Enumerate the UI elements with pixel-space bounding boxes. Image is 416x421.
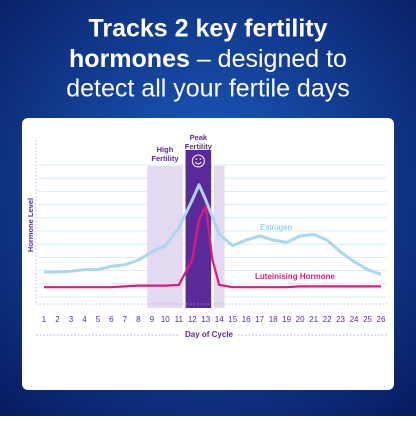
x-tick-label: 6 <box>109 315 114 324</box>
x-tick-label: 17 <box>255 315 264 324</box>
title-rest: – designed to <box>190 45 347 73</box>
x-tick-label: 10 <box>161 315 170 324</box>
phase-label: Peak <box>190 133 208 142</box>
x-tick-label: 23 <box>336 315 345 324</box>
x-tick-label: 14 <box>215 315 224 324</box>
x-tick-label: 18 <box>269 315 278 324</box>
phase-label: Fertility <box>185 142 213 151</box>
x-tick-label: 19 <box>282 315 291 324</box>
phase-label: Fertility <box>151 154 179 163</box>
x-tick-label: 21 <box>309 315 318 324</box>
title-bold: hormones <box>69 45 190 73</box>
x-tick-label: 5 <box>96 315 101 324</box>
phase-label: High <box>157 145 174 154</box>
x-tick-label: 20 <box>296 315 305 324</box>
phase-band <box>185 150 212 170</box>
smiley-icon <box>191 154 205 168</box>
title-line: Tracks 2 key fertility <box>88 15 327 43</box>
x-tick-label: 9 <box>150 315 155 324</box>
x-tick-label: 2 <box>55 315 60 324</box>
y-axis-title: Hormone Level <box>26 198 35 252</box>
x-tick-label: 26 <box>377 315 386 324</box>
legend-label: Estrogen <box>260 223 292 232</box>
legend-label: Luteinising Hormone <box>255 272 336 281</box>
title-line: detect all your fertile days <box>66 75 349 103</box>
x-tick-label: 13 <box>201 315 210 324</box>
smiley-icon <box>195 158 198 160</box>
x-tick-label: 11 <box>175 315 184 324</box>
x-tick-label: 8 <box>136 315 141 324</box>
x-tick-label: 16 <box>242 315 251 324</box>
x-tick-label: 4 <box>82 315 87 324</box>
phase-band <box>213 166 225 308</box>
smiley-icon <box>194 161 202 165</box>
x-tick-label: 7 <box>123 315 128 324</box>
series-line <box>44 204 381 289</box>
x-tick-label: 25 <box>363 315 372 324</box>
x-tick-label: 22 <box>323 315 332 324</box>
x-tick-label: 1 <box>42 315 47 324</box>
x-tick-label: 12 <box>188 315 197 324</box>
title-line: hormones – designed to <box>69 45 347 73</box>
x-axis-title: Day of Cycle <box>185 330 234 339</box>
series-line <box>44 183 382 276</box>
x-tick-label: 3 <box>69 315 74 324</box>
x-tick-label: 24 <box>350 315 359 324</box>
x-tick-label: 15 <box>228 315 237 324</box>
smiley-icon <box>199 158 202 160</box>
